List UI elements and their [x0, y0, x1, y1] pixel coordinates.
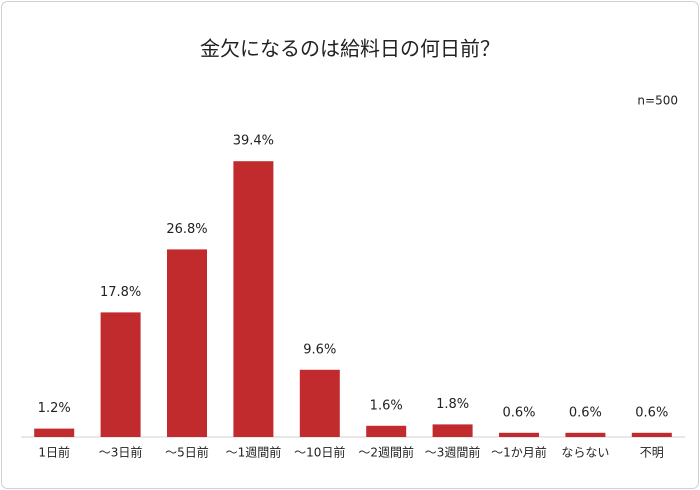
annotation: n=500 [637, 94, 678, 108]
bar [233, 161, 274, 437]
x-tick-label: ～3週間前 [425, 445, 481, 460]
x-tick-label: 1日前 [38, 445, 70, 460]
value-label: 1.8% [436, 397, 469, 412]
chart-title: 金欠になるのは給料日の何日前？ [200, 37, 500, 61]
x-tick-label: ～1か月前 [491, 445, 547, 460]
bar [34, 428, 75, 437]
x-tick-label: ～10日前 [294, 445, 345, 460]
bar [167, 249, 207, 437]
value-label: 9.6% [303, 342, 336, 357]
value-label: 26.8% [166, 222, 207, 237]
x-tick-label: ～3日前 [99, 445, 143, 460]
x-tick-label: ～1週間前 [226, 445, 282, 460]
value-label: 1.2% [38, 401, 71, 416]
bar [499, 432, 539, 437]
bar [299, 369, 340, 437]
value-label: 39.4% [233, 134, 274, 149]
x-tick-label: 不明 [640, 446, 664, 460]
bar [565, 432, 606, 437]
value-label: 0.6% [569, 405, 602, 420]
value-label: 0.6% [635, 405, 668, 420]
bar [366, 425, 407, 437]
value-label: 17.8% [100, 285, 141, 300]
value-label: 1.6% [370, 398, 403, 413]
x-tick-label: ならない [561, 446, 609, 460]
bar [432, 424, 473, 437]
x-tick-label: ～2週間前 [358, 445, 414, 460]
value-label: 0.6% [502, 405, 535, 420]
bar [100, 312, 141, 437]
bar [631, 432, 672, 437]
x-tick-label: ～5日前 [165, 445, 209, 460]
